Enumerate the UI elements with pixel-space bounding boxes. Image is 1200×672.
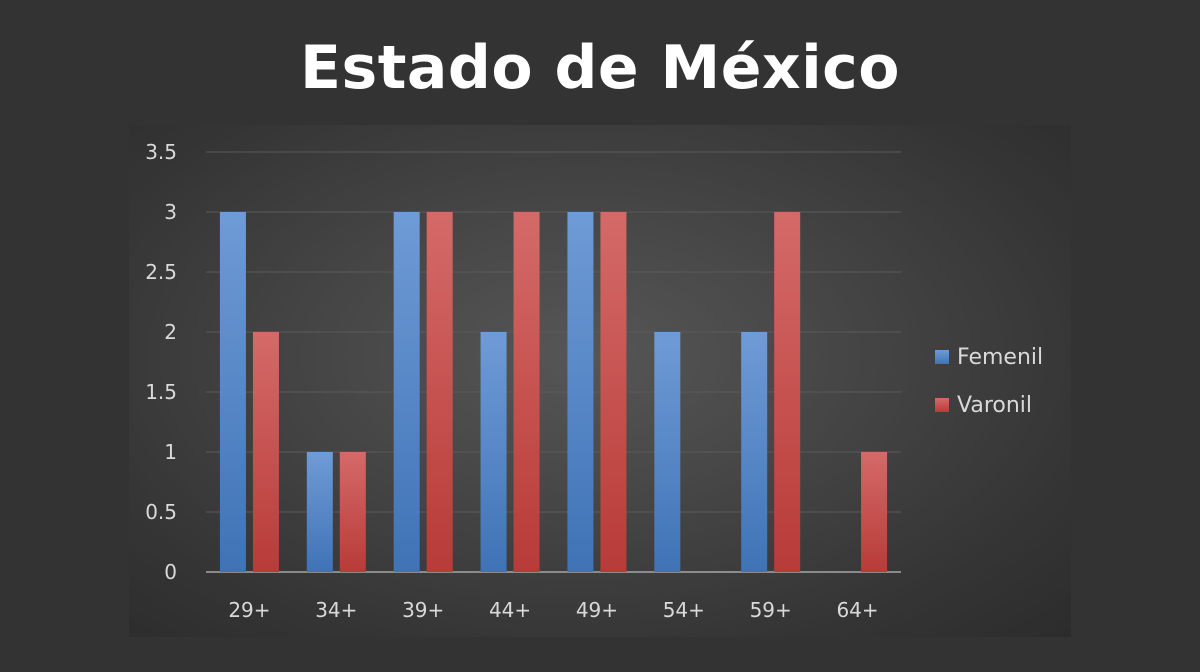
bar-femenil-54plus — [654, 332, 681, 572]
bar-varonil-49plus — [600, 212, 627, 572]
legend: Femenil Varonil — [935, 345, 1043, 418]
x-tick-label: 44+ — [489, 598, 531, 622]
x-tick-label: 59+ — [750, 598, 792, 622]
bar-varonil-64plus — [861, 452, 888, 572]
y-tick-label: 1 — [164, 440, 177, 464]
bar-femenil-39plus — [393, 212, 420, 572]
x-tick-label: 64+ — [836, 598, 878, 622]
chart-title: Estado de México — [300, 33, 900, 103]
x-tick-label: 39+ — [402, 598, 444, 622]
bars — [219, 212, 888, 572]
x-tick-label: 54+ — [663, 598, 705, 622]
chart-area: 0 0.5 1 1.5 2 2.5 3 3.5 29+ 34+ 39+ 44+ 49+ 54+ 59+ 64… — [129, 125, 1071, 637]
y-axis-ticks: 0 0.5 1 1.5 2 2.5 3 3.5 — [145, 140, 177, 584]
bar-femenil-59plus — [741, 332, 768, 572]
bar-varonil-44plus — [513, 212, 540, 572]
y-tick-label: 3 — [164, 200, 177, 224]
x-tick-label: 34+ — [315, 598, 357, 622]
y-tick-label: 1.5 — [145, 380, 177, 404]
y-tick-label: 0 — [164, 560, 177, 584]
y-tick-label: 2.5 — [145, 260, 177, 284]
y-tick-label: 3.5 — [145, 140, 177, 164]
bar-femenil-44plus — [480, 332, 507, 572]
x-axis-ticks: 29+ 34+ 39+ 44+ 49+ 54+ 59+ 64+ — [228, 598, 878, 622]
bar-varonil-29plus — [252, 332, 279, 572]
legend-swatch-femenil — [935, 350, 949, 364]
x-tick-label: 49+ — [576, 598, 618, 622]
y-tick-label: 0.5 — [145, 500, 177, 524]
legend-swatch-varonil — [935, 398, 949, 412]
bar-femenil-49plus — [567, 212, 594, 572]
bar-femenil-34plus — [306, 452, 333, 572]
y-tick-label: 2 — [164, 320, 177, 344]
bar-varonil-59plus — [774, 212, 801, 572]
bar-chart: 0 0.5 1 1.5 2 2.5 3 3.5 29+ 34+ 39+ 44+ 49+ 54+ 59+ 64… — [145, 140, 1043, 622]
bar-femenil-29plus — [219, 212, 246, 572]
bar-varonil-39plus — [426, 212, 453, 572]
legend-label-varonil: Varonil — [957, 393, 1032, 418]
legend-label-femenil: Femenil — [957, 345, 1043, 370]
bar-varonil-34plus — [339, 452, 366, 572]
x-tick-label: 29+ — [228, 598, 270, 622]
